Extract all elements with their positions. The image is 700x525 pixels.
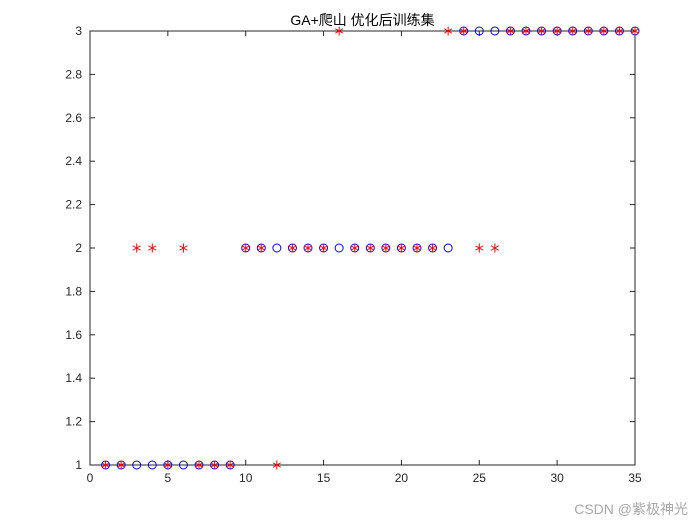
circle-marker [272,243,282,253]
asterisk-marker [163,460,173,470]
x-tick-label: 25 [473,471,487,485]
asterisk-marker [241,243,250,253]
asterisk-marker [303,243,313,253]
x-tick-label: 10 [239,471,253,485]
circle-marker [474,26,484,36]
watermark-text: CSDN @紫极神光 [574,501,688,517]
asterisk-marker [350,243,359,253]
asterisk-marker [584,26,593,36]
y-tick-label: 1 [75,458,82,472]
y-tick-label: 2.6 [65,111,82,125]
x-tick-label: 35 [628,471,642,485]
asterisk-marker [272,460,282,470]
y-tick-label: 2.8 [65,67,82,81]
asterisk-marker [537,26,546,36]
asterisk-marker [615,26,624,36]
x-tick-label: 30 [550,471,564,485]
y-tick-label: 2.2 [65,198,82,212]
x-tick-label: 0 [87,471,94,485]
circle-marker [147,460,157,470]
asterisk-marker [101,460,110,470]
x-tick-label: 15 [317,471,331,485]
asterisk-marker [257,243,266,253]
axes-box [89,30,636,466]
asterisk-marker [459,26,468,36]
asterisk-marker [397,243,406,253]
circle-marker [443,243,453,253]
asterisk-marker [116,460,126,470]
y-tick-label: 1.6 [65,328,82,342]
asterisk-marker [381,243,391,253]
asterisk-marker [521,26,531,36]
asterisk-marker [225,460,235,470]
asterisk-marker [506,26,515,36]
circle-marker [178,460,188,470]
asterisk-marker [210,460,219,470]
asterisk-marker [148,243,157,253]
y-tick-label: 1.2 [65,415,82,429]
asterisk-marker [428,243,437,253]
circle-marker [334,243,344,253]
x-tick-label: 20 [395,471,409,485]
asterisk-marker [552,26,562,36]
asterisk-marker [194,460,204,470]
x-tick-label: 5 [165,471,172,485]
asterisk-marker [412,243,422,253]
asterisk-marker [179,243,188,253]
y-tick-label: 1.8 [65,284,82,298]
asterisk-marker [490,243,500,253]
asterisk-marker [366,243,375,253]
plot-title: GA+爬山 优化后训练集 [290,12,435,28]
series-actual-class [101,26,640,470]
asterisk-marker [288,243,297,253]
y-tick-label: 1.4 [65,371,82,385]
asterisk-marker [319,243,328,253]
asterisk-marker [630,26,640,36]
circle-marker [132,460,142,470]
y-tick-label: 2 [75,241,82,255]
asterisk-marker [334,26,344,36]
asterisk-marker [475,243,484,253]
y-tick-label: 3 [75,24,82,38]
asterisk-marker [568,26,577,36]
asterisk-marker [443,26,453,36]
y-tick-label: 2.4 [65,154,82,168]
asterisk-marker [132,243,141,253]
asterisk-marker [599,26,609,36]
circle-marker [490,26,500,36]
